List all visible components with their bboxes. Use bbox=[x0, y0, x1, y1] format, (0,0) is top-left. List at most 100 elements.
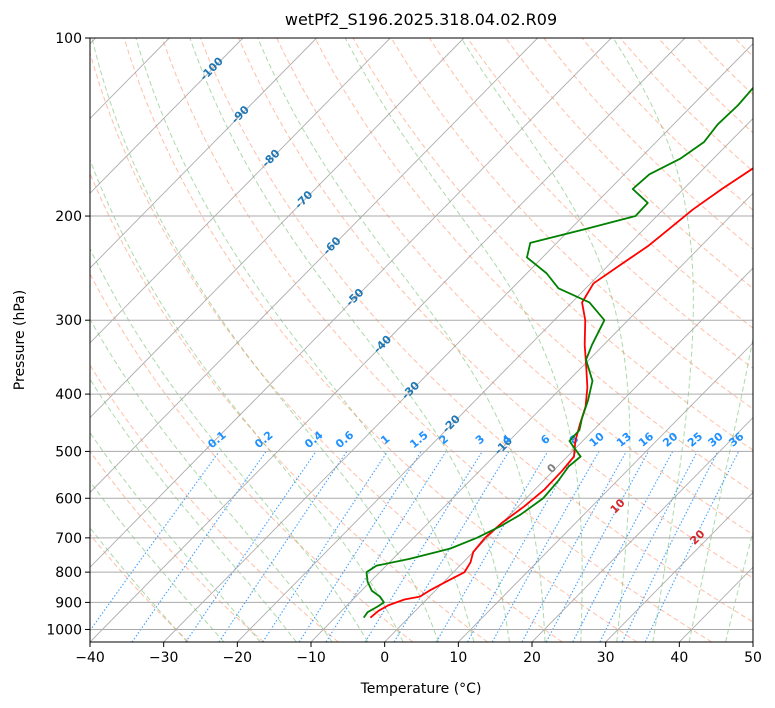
moist-adiabat-line bbox=[90, 158, 404, 642]
moist-adiabat-line bbox=[257, 38, 546, 642]
dry-adiabat-line bbox=[657, 38, 753, 134]
moist-adiabat-label: 20 bbox=[687, 527, 707, 547]
moist-adiabat-line bbox=[90, 431, 261, 642]
dry-adiabat-line bbox=[90, 272, 414, 642]
y-tick-label: 700 bbox=[55, 531, 82, 547]
isotherm-line bbox=[310, 192, 753, 642]
dry-adiabat-label: -30 bbox=[399, 379, 422, 403]
mixing-ratio-lines bbox=[90, 451, 740, 642]
moist-adiabat-line bbox=[612, 38, 694, 642]
moist-adiabat-line bbox=[90, 318, 333, 642]
y-tick-label: 900 bbox=[55, 595, 82, 611]
moist-adiabat-line bbox=[91, 38, 440, 642]
mixing-ratio-label: 1 bbox=[378, 432, 392, 447]
dry-adiabat-label: -20 bbox=[440, 412, 463, 436]
mixing-ratio-label: 20 bbox=[660, 430, 680, 450]
x-tick-label: 30 bbox=[597, 650, 615, 666]
mixing-ratio-line bbox=[90, 451, 220, 632]
x-tick-label: 40 bbox=[670, 650, 688, 666]
dry-adiabat-line bbox=[390, 38, 753, 410]
x-tick-label: 50 bbox=[744, 650, 762, 666]
isotherm-line bbox=[90, 38, 686, 642]
x-axis-label: Temperature (°C) bbox=[360, 681, 482, 697]
dry-adiabat-line bbox=[90, 51, 563, 642]
mixing-ratio-line bbox=[545, 451, 649, 642]
dry-adiabat-line bbox=[90, 364, 339, 642]
mixing-ratio-line bbox=[467, 451, 577, 642]
mixing-ratio-label: 10 bbox=[587, 430, 607, 450]
mixing-ratio-line bbox=[393, 451, 510, 642]
dry-adiabat-line bbox=[238, 38, 753, 579]
dry-adiabat-line bbox=[90, 450, 264, 642]
y-tick-label: 500 bbox=[55, 444, 82, 460]
dewpoint-profile-line bbox=[362, 86, 753, 619]
mixing-ratio-line bbox=[491, 451, 600, 642]
moist-adiabat-line bbox=[460, 38, 631, 642]
x-axis: −40 −30 −20 −10 0 10 20 30 40 50 bbox=[75, 642, 762, 666]
moist-adiabat-line bbox=[90, 378, 297, 642]
dry-adiabat-line bbox=[581, 38, 753, 211]
x-tick-label: −30 bbox=[149, 650, 179, 666]
y-tick-label: 200 bbox=[55, 209, 82, 225]
isotherm-line bbox=[752, 641, 753, 642]
isotherm-line bbox=[605, 491, 753, 642]
x-tick-label: −40 bbox=[75, 650, 105, 666]
x-tick-label: 0 bbox=[380, 650, 389, 666]
background-line-labels: -100-90-80-70-60-50-40-30-20-100.1 0.2 0.4… bbox=[197, 54, 746, 547]
mixing-ratio-label: 0.1 bbox=[205, 429, 228, 451]
isotherm-line bbox=[90, 38, 612, 568]
y-axis-label: Pressure (hPa) bbox=[12, 290, 28, 390]
mixing-ratio-line bbox=[599, 451, 698, 642]
mixing-ratio-line bbox=[572, 451, 674, 642]
mixing-ratio-label: 6 bbox=[538, 432, 552, 447]
moist-adiabat-line bbox=[90, 526, 188, 642]
y-tick-label: 800 bbox=[55, 565, 82, 581]
chart-title: wetPf2_S196.2025.318.04.02.R09 bbox=[285, 10, 557, 30]
isotherm-line bbox=[163, 43, 753, 642]
x-tick-label: 20 bbox=[523, 650, 541, 666]
isotherm-line bbox=[679, 566, 753, 642]
dry-adiabat-line bbox=[543, 38, 753, 250]
y-tick-label: 100 bbox=[55, 31, 82, 47]
mixing-ratio-label: 0.6 bbox=[333, 428, 357, 451]
mixing-ratio-label: 0.2 bbox=[252, 428, 275, 450]
dry-adiabats bbox=[90, 38, 753, 642]
mixing-ratio-line bbox=[521, 451, 627, 642]
dry-adiabat-line bbox=[90, 171, 488, 642]
dry-adiabat-line bbox=[467, 38, 753, 329]
x-tick-label: 10 bbox=[449, 650, 467, 666]
isobar-grid bbox=[90, 38, 753, 630]
moist-adiabat-line bbox=[189, 38, 510, 642]
dry-adiabat-line bbox=[428, 38, 753, 369]
moist-adiabat-label: 10 bbox=[608, 496, 628, 516]
moist-adiabat-line bbox=[688, 335, 753, 642]
y-tick-label: 1000 bbox=[46, 622, 82, 638]
dry-adiabat-line bbox=[734, 38, 753, 58]
mixing-ratio-label: 36 bbox=[726, 430, 746, 450]
isotherm-line bbox=[531, 416, 753, 642]
moist-adiabat-line bbox=[90, 247, 369, 642]
x-tick-label: −20 bbox=[223, 650, 253, 666]
mixing-ratio-line bbox=[262, 451, 388, 642]
dry-adiabat-line bbox=[619, 38, 753, 172]
temperature-profile-line bbox=[369, 167, 753, 619]
dry-adiabat-label: -70 bbox=[292, 188, 315, 212]
skewed-isotherms bbox=[90, 38, 753, 642]
sounding-profiles bbox=[362, 86, 753, 619]
mixing-ratio-line bbox=[185, 451, 317, 642]
dry-adiabat-line bbox=[161, 38, 712, 642]
mixing-ratio-label: 16 bbox=[636, 430, 656, 450]
plot-frame bbox=[89, 37, 754, 643]
dry-adiabat-line bbox=[276, 38, 753, 536]
dry-adiabat-line bbox=[352, 38, 753, 451]
isotherm-line bbox=[90, 38, 317, 269]
mixing-ratio-line bbox=[364, 451, 483, 642]
moist-adiabat-line bbox=[725, 529, 753, 642]
isotherm-line bbox=[237, 117, 753, 642]
moist-adiabat-line bbox=[344, 38, 583, 642]
mixing-ratio-label: 1.5 bbox=[407, 429, 430, 451]
mixing-ratio-line bbox=[644, 451, 740, 642]
isotherm-line bbox=[90, 38, 465, 419]
mixing-ratio-line bbox=[325, 451, 447, 642]
